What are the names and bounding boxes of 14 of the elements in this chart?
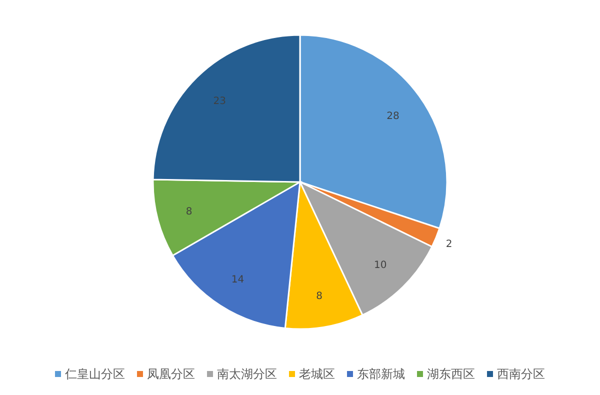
data-label: 14 bbox=[231, 274, 244, 286]
legend-label: 仁皇山分区 bbox=[64, 367, 125, 381]
legend-label: 西南分区 bbox=[497, 367, 545, 381]
legend-label: 东部新城 bbox=[357, 367, 405, 381]
data-label: 23 bbox=[213, 96, 226, 108]
data-label: 2 bbox=[446, 238, 452, 250]
legend-label: 湖东西区 bbox=[427, 367, 475, 381]
data-label: 8 bbox=[316, 291, 322, 302]
legend-label: 凤凰分区 bbox=[147, 367, 195, 381]
legend-label: 南太湖分区 bbox=[217, 367, 277, 381]
data-label: 10 bbox=[374, 260, 387, 271]
data-label: 8 bbox=[186, 206, 192, 218]
legend-label: 老城区 bbox=[299, 367, 335, 381]
data-label: 28 bbox=[386, 110, 400, 122]
